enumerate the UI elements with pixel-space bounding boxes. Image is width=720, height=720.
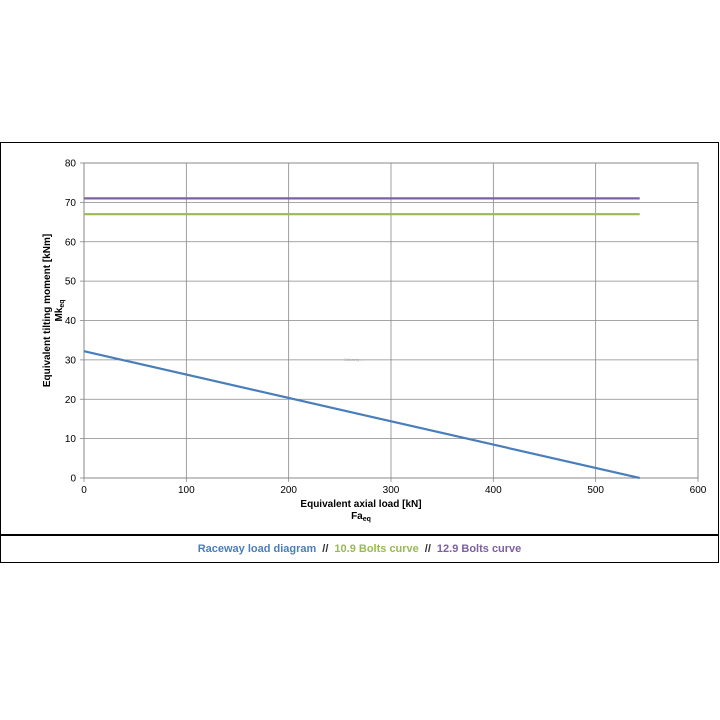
legend-item-12-9-bolts: 12.9 Bolts curve bbox=[436, 543, 522, 555]
legend-separator: // bbox=[322, 543, 329, 555]
y-axis-symbol: Mkeq bbox=[54, 299, 66, 321]
y-tick-label: 60 bbox=[65, 237, 77, 248]
y-axis-title: Equivalent tilting moment [kNm] Mkeq bbox=[42, 234, 66, 387]
y-axis-label: Equivalent tilting moment [kNm] bbox=[42, 234, 53, 387]
y-tick-label: 0 bbox=[70, 474, 76, 485]
series-lines bbox=[83, 197, 640, 480]
y-axis-symbol-sub: eq bbox=[59, 299, 66, 307]
y-tick-label: 70 bbox=[65, 198, 77, 209]
y-axis-symbol-main: Mk bbox=[54, 307, 65, 321]
x-tick-label: 300 bbox=[383, 485, 400, 496]
y-tick-label: 80 bbox=[65, 159, 77, 170]
series-line-raceway bbox=[83, 350, 640, 480]
x-tick-label: 500 bbox=[587, 485, 604, 496]
chart-frame: 0 10 20 30 40 50 60 70 80 0 100 200 300 400 500 600 Rol… bbox=[0, 142, 719, 535]
y-tick-label: 40 bbox=[65, 316, 77, 327]
x-tick-label: 600 bbox=[690, 485, 707, 496]
grid bbox=[80, 162, 699, 482]
y-tick-label: 20 bbox=[65, 395, 77, 406]
x-axis-symbol-main: Fa bbox=[351, 511, 363, 522]
x-tick-label: 400 bbox=[485, 485, 502, 496]
x-tick-label: 200 bbox=[280, 485, 297, 496]
chart-svg: 0 10 20 30 40 50 60 70 80 0 100 200 300 400 500 600 Rol… bbox=[42, 159, 707, 524]
x-axis-title: Equivalent axial load [kN] Faeq bbox=[300, 499, 421, 523]
x-tick-label: 0 bbox=[81, 485, 87, 496]
legend-item-10-9-bolts: 10.9 Bolts curve bbox=[334, 543, 419, 555]
legend-item-raceway: Raceway load diagram bbox=[197, 543, 317, 555]
x-axis-symbol-sub: eq bbox=[363, 516, 371, 523]
y-tick-label: 50 bbox=[65, 277, 77, 288]
y-tick-label: 10 bbox=[65, 434, 77, 445]
x-axis-symbol: Faeq bbox=[351, 511, 371, 523]
x-tick-label: 100 bbox=[178, 485, 195, 496]
legend: Raceway load diagram // 10.9 Bolts curve… bbox=[0, 535, 719, 563]
tick-labels: 0 10 20 30 40 50 60 70 80 0 100 200 300 400 500 600 bbox=[65, 159, 707, 497]
legend-separator: // bbox=[424, 543, 431, 555]
x-axis-label: Equivalent axial load [kN] bbox=[300, 499, 421, 510]
y-tick-label: 30 bbox=[65, 355, 77, 366]
watermark-text: Rollers by ... bbox=[344, 358, 363, 362]
